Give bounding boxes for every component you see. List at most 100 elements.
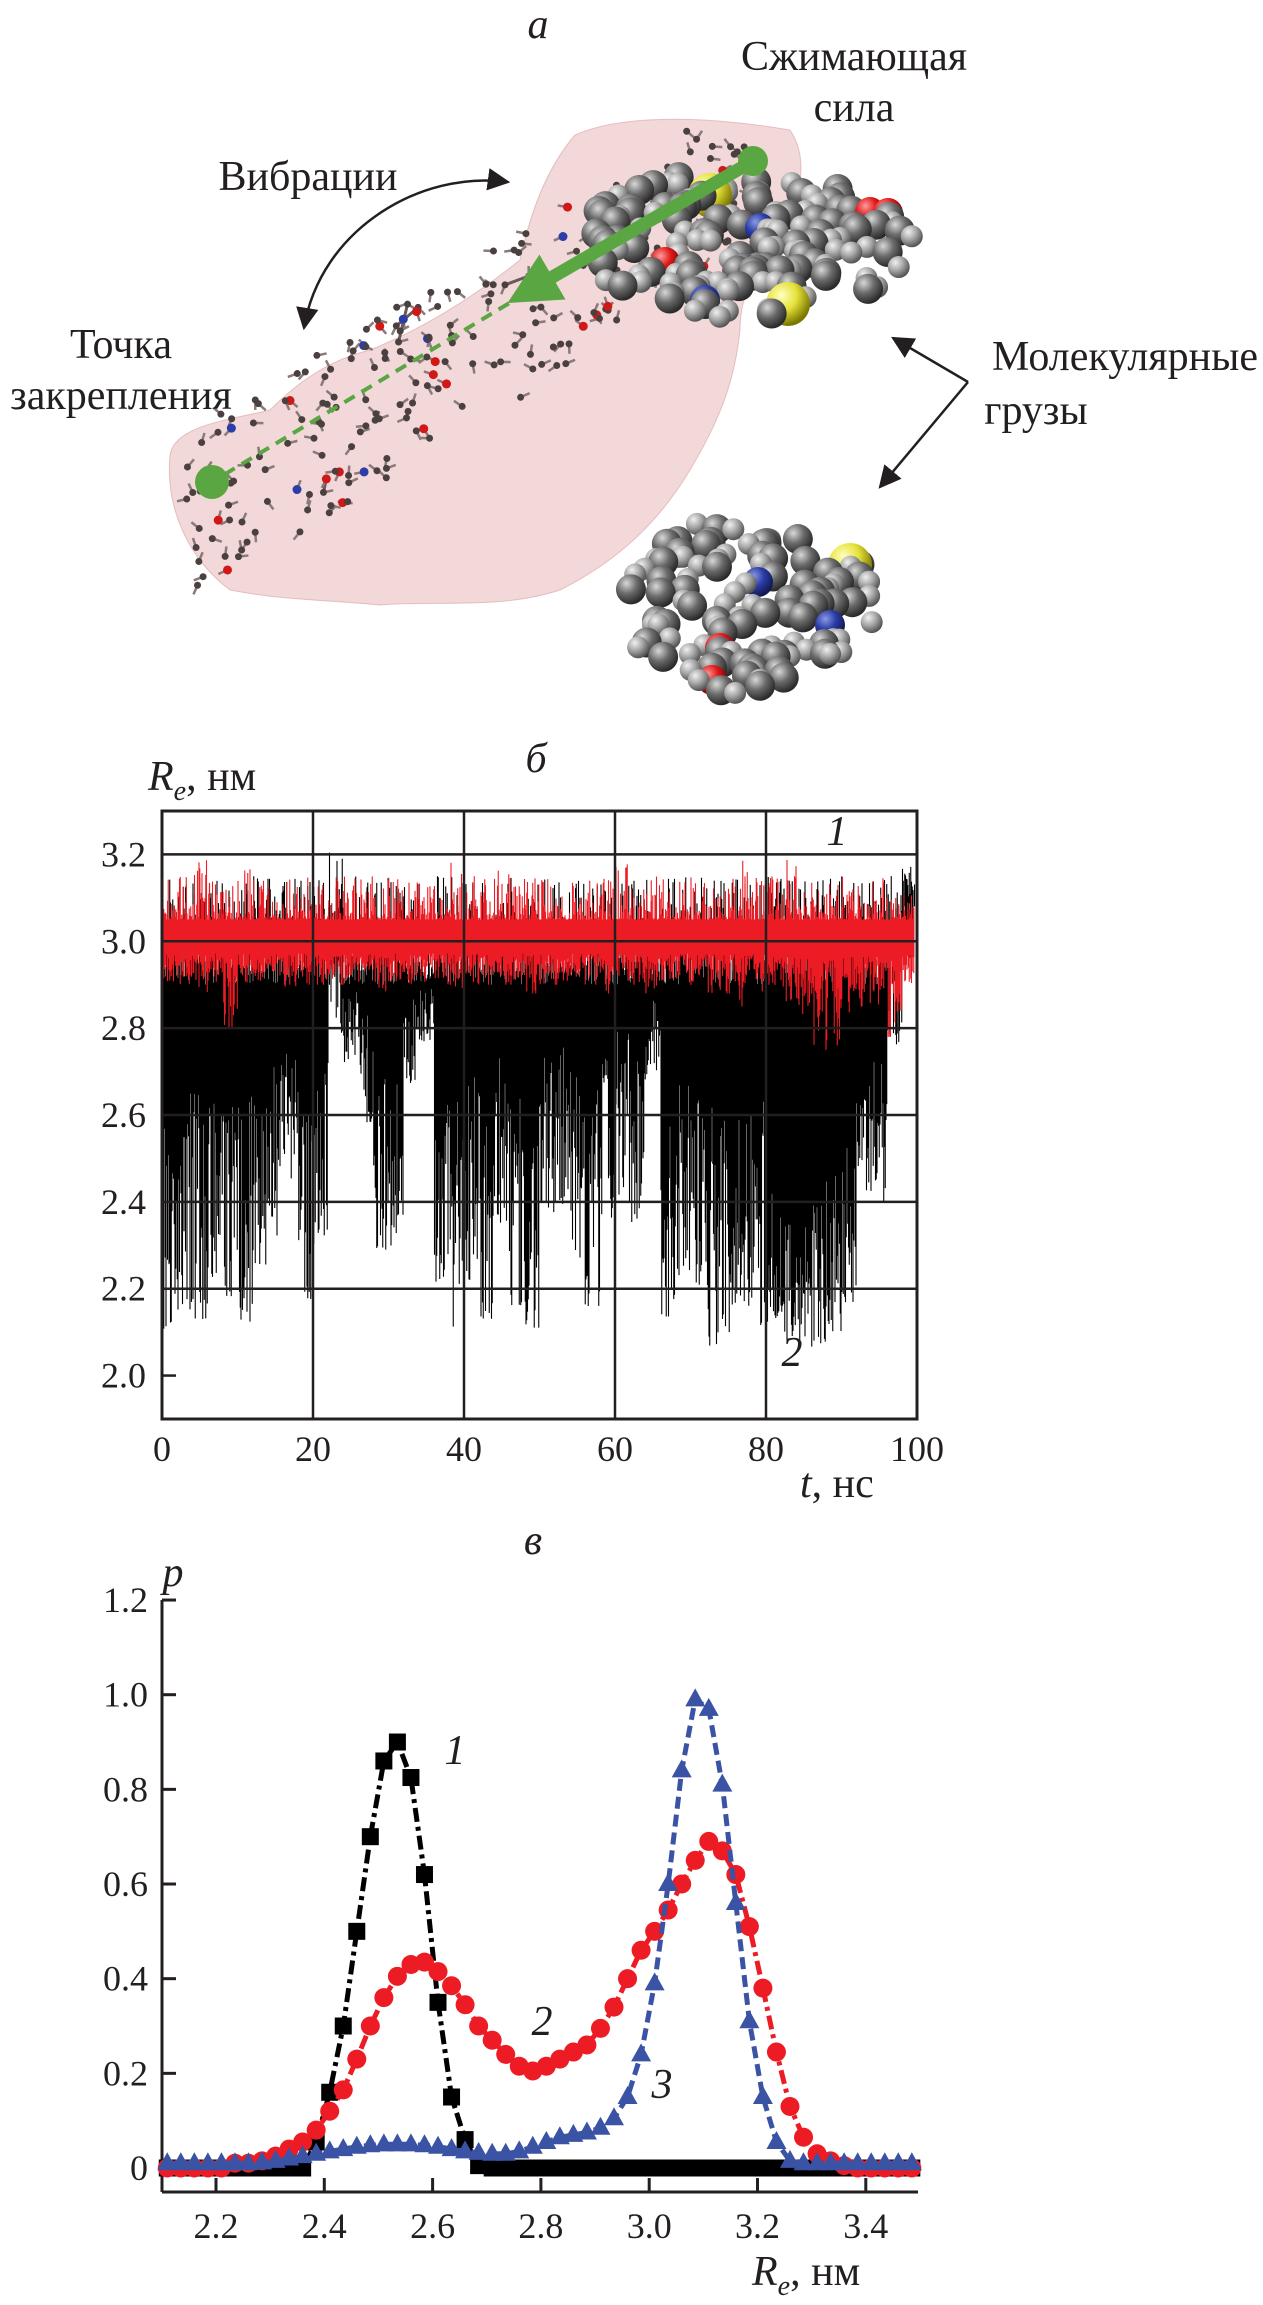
carbon-atom [198,439,206,447]
carbon-atom [293,370,301,378]
carbon-atom [243,538,251,546]
carbon-atom [446,321,454,329]
series-3-point [455,2140,476,2159]
series-3-point [739,2010,760,2029]
grid [160,809,919,1421]
carbon-atom [573,247,581,255]
series-3-point [861,2152,882,2171]
carbon-atom [396,401,404,409]
series-3-point [400,2133,421,2152]
series-1-point [361,1828,379,1846]
y-tick-label: 2.4 [101,1182,146,1222]
carbon-atom [537,303,545,311]
hydrogen-atom [724,681,747,704]
series-marks [157,1688,922,2178]
series-1-point [754,2159,772,2177]
carbon-atom [381,355,389,363]
hydrogen-atom [860,611,883,634]
carbon-atom [318,451,326,459]
series-3-point [414,2134,435,2153]
series-1 [158,1733,921,2177]
series-label-1: 1 [445,1728,466,1774]
carbon-atom [227,479,235,487]
y-axis-symbol: R [147,754,174,800]
carbon-atom [510,246,518,254]
carbon-atom [557,340,565,348]
cargo-arrow-free [878,381,969,489]
carbon-atom [469,332,477,340]
carbon-atom [396,348,404,356]
y-axis-unit: , нм [186,754,256,800]
series-1-point [510,2159,528,2177]
carbon-atom [348,443,356,451]
series-2-point [618,1969,638,1989]
y-tick-label: 1.0 [103,1675,148,1715]
series-1-point [470,2157,488,2175]
series-2-point [347,2049,367,2069]
carbon-atom [648,641,679,672]
series-1-point [551,2159,569,2177]
y-axis-subscript: e [174,776,186,807]
anchor-label-line2: закрепления [10,373,232,419]
y-tick-label: 3.0 [101,921,146,961]
carbon-atom [375,415,383,423]
series-1-point [591,2159,609,2177]
carbon-atom [853,273,884,304]
y-tick-label: 3.2 [101,834,146,874]
carbon-atom [522,230,530,238]
series-1-point [619,2159,637,2177]
carbon-atom [183,463,191,471]
hydrogen-atom [699,229,722,252]
carbon-atom [756,298,787,329]
series-1-point [537,2159,555,2177]
oxygen-atom [603,301,613,311]
series-1-point [415,1866,433,1884]
carbon-atom [362,396,370,404]
hydrogen-atom [678,642,701,665]
carbon-atom [403,414,411,422]
series-3-point [793,2152,814,2171]
series-2-point [658,1900,678,1920]
carbon-atom [345,472,353,480]
carbon-atom [518,239,526,247]
series-2-point [469,2016,489,2036]
carbon-atom [284,439,292,447]
series-3-point [360,2134,381,2153]
series-1-point [578,2159,596,2177]
series-3-point [874,2152,895,2171]
carbon-atom [404,407,412,415]
series-2-point [726,1865,746,1885]
hydrogen-atom [819,642,842,665]
hydrogen-atom [687,669,710,692]
carbon-atom [469,360,477,368]
nitrogen-atom [292,485,302,495]
carbon-atom [517,393,525,401]
carbon-atom [221,552,229,560]
x-axis-unit: , нс [812,1461,874,1507]
series-3-point [631,2043,652,2062]
carbon-atom [489,247,497,255]
x-axis-label: Re, нм [751,2249,860,2302]
series-1-point [388,1733,406,1751]
carbon-atom [453,288,461,296]
oxygen-atom [442,379,452,389]
series-1-point [375,1752,393,1770]
y-tick-label: 2.8 [101,1008,146,1048]
carbon-atom [325,509,333,517]
carbon-atom [344,498,352,506]
series-1-point [713,2159,731,2177]
carbon-atom [574,314,582,322]
carbon-atom [313,351,321,359]
series-3-point [387,2133,408,2152]
carbon-atom [490,361,498,369]
panel-label-c: в [524,1518,542,1564]
carbon-atom [654,283,685,314]
carbon-atom [319,399,327,407]
force-label-line1: Сжимающая [741,34,967,80]
carbon-atom [686,148,694,156]
series-1-point [700,2159,718,2177]
carbon-atom [362,325,370,333]
series-label-2: 2 [782,1330,803,1376]
carbon-atom [444,288,452,296]
